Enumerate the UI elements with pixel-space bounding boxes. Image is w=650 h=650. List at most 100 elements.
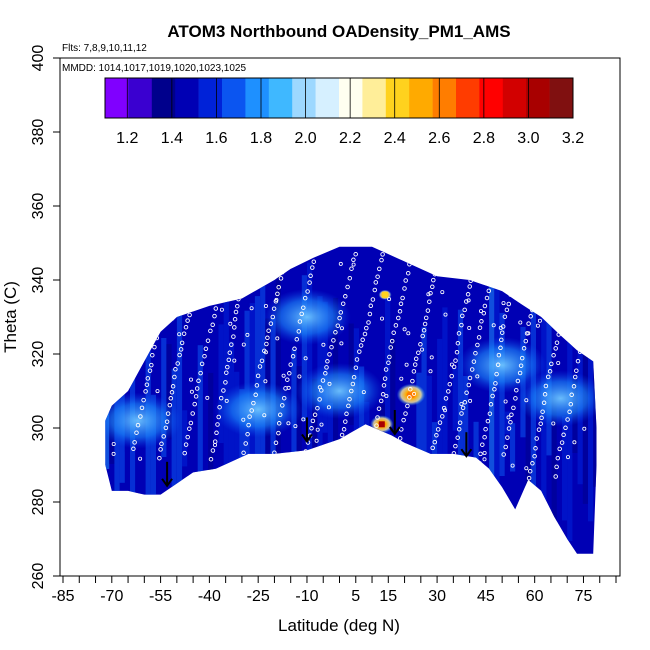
sample-dot <box>240 458 245 464</box>
sample-dot <box>308 273 313 279</box>
sample-dot <box>185 318 190 323</box>
sample-dot <box>181 331 187 336</box>
sample-dot <box>477 460 482 466</box>
sample-dot <box>498 345 503 351</box>
sample-dot <box>405 270 411 276</box>
sample-dot <box>545 374 551 380</box>
sample-dot <box>599 252 603 256</box>
sample-dot <box>338 440 344 445</box>
sample-dot <box>183 442 189 447</box>
sample-dot <box>240 281 246 286</box>
sample-dot <box>198 370 203 376</box>
sample-dot <box>383 367 389 372</box>
sample-dot <box>349 388 354 394</box>
sample-dot <box>396 315 401 321</box>
sample-dot <box>364 325 369 331</box>
sample-dot <box>484 295 490 301</box>
sample-dot <box>360 337 365 343</box>
sample-dot <box>589 266 594 271</box>
sample-dot <box>376 406 382 411</box>
field-stripe <box>437 338 443 515</box>
field-stripe <box>166 344 172 440</box>
sample-dot <box>165 411 171 416</box>
sample-dot <box>255 373 261 379</box>
field-stripe <box>478 395 484 436</box>
sample-dot <box>145 376 151 381</box>
sample-dot <box>524 466 529 471</box>
hotspot-core <box>382 291 389 298</box>
sample-dot <box>449 373 454 379</box>
sample-dot <box>194 386 200 391</box>
sample-dot <box>563 425 568 431</box>
sample-dot <box>199 361 205 367</box>
sample-dot <box>491 262 497 267</box>
sample-dot <box>527 468 533 474</box>
sample-dot <box>305 461 310 466</box>
sample-dot <box>430 445 435 451</box>
sample-dot <box>208 456 214 462</box>
sample-dot <box>264 341 269 347</box>
sample-dot <box>489 270 495 275</box>
sample-dot <box>375 415 380 420</box>
sample-dot <box>583 322 588 328</box>
sample-dot <box>281 395 287 401</box>
light-patch <box>516 370 597 427</box>
descent-arrow-head <box>301 433 313 444</box>
sample-dot <box>339 326 344 331</box>
sample-dot <box>256 460 261 465</box>
sample-dot <box>189 389 194 394</box>
sample-dot <box>246 422 251 428</box>
sample-dot <box>278 276 284 281</box>
light-patch <box>458 337 547 394</box>
sample-dot <box>144 262 149 267</box>
colorbar: 1.2 1.4 1.6 1.8 2.0 2.2 2.4 2.6 2.8 3.0 3.2 <box>104 77 584 147</box>
sample-dot <box>540 409 545 414</box>
sample-dot <box>490 393 495 399</box>
sample-dot <box>179 274 184 279</box>
sample-dot <box>294 337 300 342</box>
sample-dot <box>437 420 443 425</box>
sample-dot <box>301 305 306 310</box>
sample-dot <box>270 458 275 463</box>
sample-dot <box>169 390 175 395</box>
colorbar-tick-label: 2.2 <box>339 130 361 147</box>
sample-dot <box>196 260 202 265</box>
sample-dot <box>224 370 229 375</box>
sample-dot <box>171 292 176 297</box>
sample-dot <box>540 296 545 301</box>
sample-dot <box>408 253 413 259</box>
sample-dot <box>191 292 197 298</box>
sample-dot <box>293 424 298 429</box>
sample-dot <box>214 296 220 302</box>
sample-dot <box>467 325 472 330</box>
sample-dot <box>551 353 556 358</box>
sample-dot <box>286 421 291 426</box>
sample-dot <box>331 338 336 343</box>
sample-dot <box>292 346 297 352</box>
field-stripe <box>395 409 401 438</box>
sample-dot <box>198 250 203 256</box>
sample-dot <box>247 271 252 276</box>
sample-dot <box>437 259 442 265</box>
sample-dot <box>397 309 403 314</box>
sample-dot <box>408 386 413 392</box>
sample-dot <box>351 262 356 267</box>
sample-dot <box>192 401 197 407</box>
sample-dot <box>393 323 399 328</box>
sample-dot <box>210 281 215 286</box>
light-patch <box>214 381 303 438</box>
x-tick-label: -25 <box>247 588 270 605</box>
sample-dot <box>329 344 334 350</box>
sample-dot <box>518 363 524 368</box>
field-stripe <box>234 371 240 497</box>
sample-dot <box>389 338 395 344</box>
sample-dot <box>419 347 424 352</box>
sample-dot <box>232 358 237 363</box>
sample-dot <box>216 281 222 287</box>
sample-dot <box>386 360 391 365</box>
sample-dot <box>545 260 550 265</box>
sample-dot <box>449 362 454 367</box>
sample-dot <box>388 345 393 350</box>
sample-dot <box>418 342 423 347</box>
sample-dot <box>333 330 338 335</box>
